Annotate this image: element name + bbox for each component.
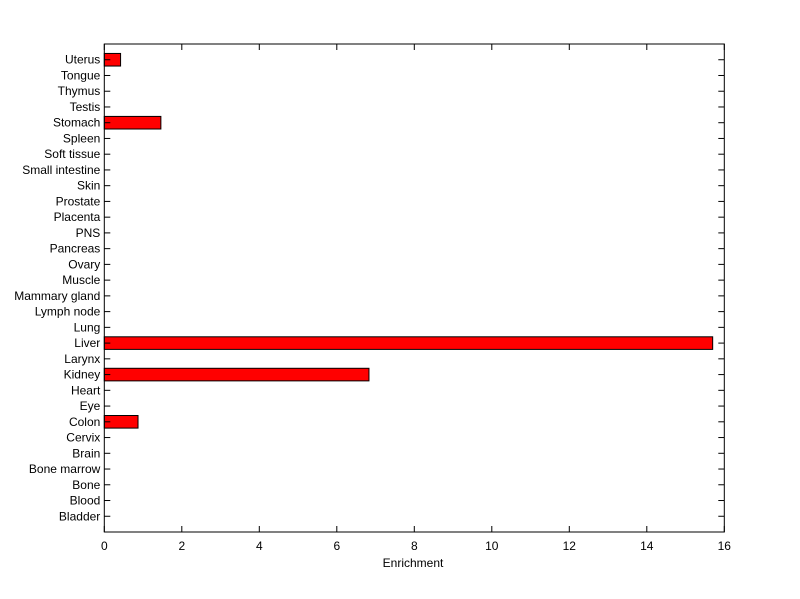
x-tick-label: 14 <box>640 539 654 553</box>
x-tick-label: 2 <box>178 539 185 553</box>
y-tick-label: Liver <box>74 336 100 350</box>
x-tick-label: 12 <box>563 539 577 553</box>
y-tick-label: Ovary <box>68 257 100 271</box>
y-tick-label: Colon <box>69 415 100 429</box>
y-tick-label: Bone marrow <box>29 462 101 476</box>
y-tick-label: Blood <box>70 494 101 508</box>
plot-frame <box>103 43 725 533</box>
y-tick-label: Prostate <box>56 194 101 208</box>
y-tick-label: Eye <box>80 399 101 413</box>
y-tick-label: Heart <box>71 383 101 397</box>
x-tick-label: 16 <box>718 539 732 553</box>
y-tick-label: Cervix <box>66 431 100 445</box>
y-tick-label: Lymph node <box>35 305 101 319</box>
y-tick-label: Muscle <box>62 273 100 287</box>
y-tick-label: PNS <box>76 226 101 240</box>
y-tick-label: Mammary gland <box>14 289 100 303</box>
x-tick-label: 4 <box>256 539 263 553</box>
y-tick-label: Small intestine <box>22 163 100 177</box>
x-tick-label: 8 <box>411 539 418 553</box>
y-tick-label: Larynx <box>64 352 100 366</box>
y-tick-label: Bladder <box>59 509 100 523</box>
y-tick-label: Tongue <box>61 68 101 82</box>
y-tick-label: Stomach <box>53 116 100 130</box>
x-tick-label: 10 <box>485 539 499 553</box>
y-tick-label: Placenta <box>54 210 101 224</box>
y-tick-label: Lung <box>74 320 101 334</box>
bar-liver <box>103 336 714 350</box>
y-tick-label: Brain <box>72 446 100 460</box>
bar-kidney <box>103 367 370 382</box>
y-tick-label: Spleen <box>63 131 100 145</box>
bar-stomach <box>103 115 162 130</box>
y-tick-label: Bone <box>72 478 100 492</box>
y-tick-label: Thymus <box>58 84 101 98</box>
x-tick-label: 6 <box>333 539 340 553</box>
y-tick-label: Soft tissue <box>44 147 100 161</box>
y-tick-label: Pancreas <box>50 242 101 256</box>
y-tick-label: Kidney <box>64 368 101 382</box>
x-tick-label: 0 <box>101 539 108 553</box>
y-tick-label: Skin <box>77 179 100 193</box>
y-tick-label: Uterus <box>65 53 100 67</box>
x-axis-label: Enrichment <box>383 556 444 570</box>
y-tick-label: Testis <box>70 100 101 114</box>
